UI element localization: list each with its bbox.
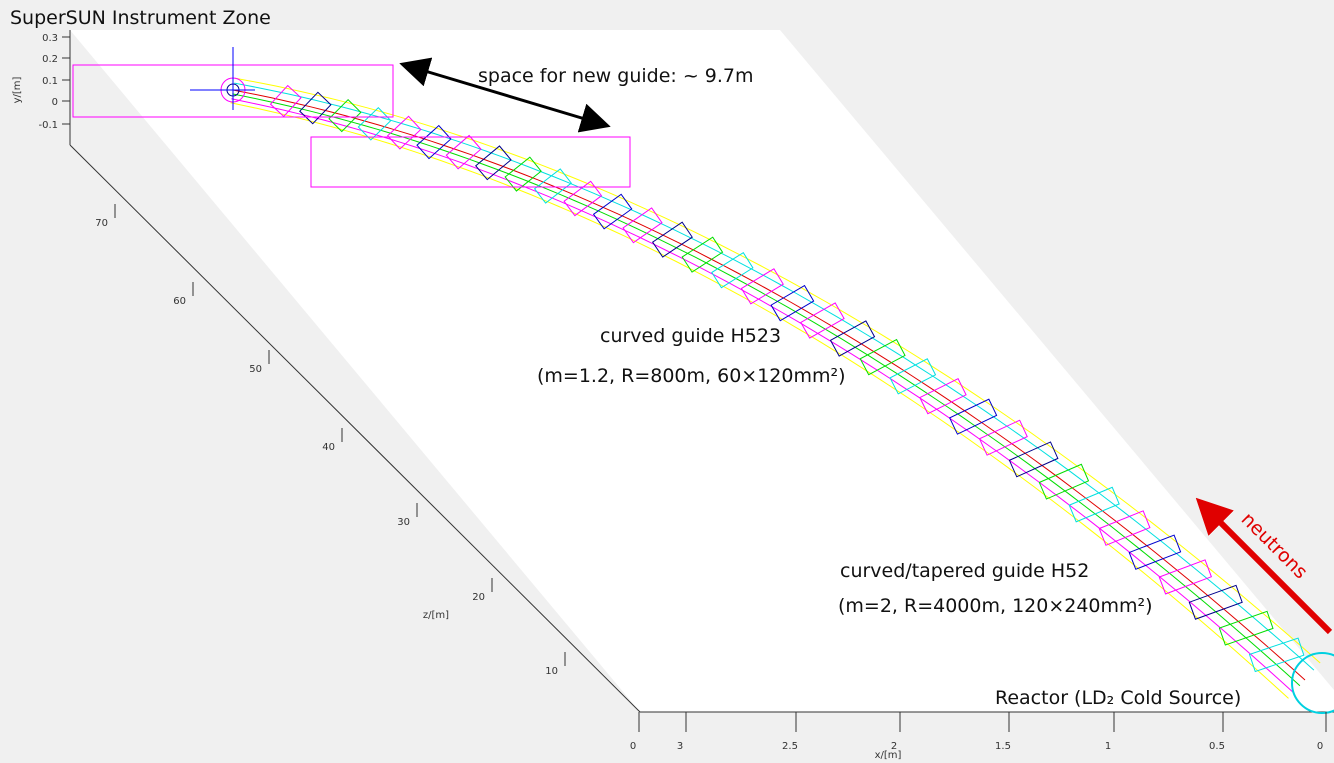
tick-label: 1 xyxy=(1105,741,1111,752)
tick-label: 0 xyxy=(52,97,58,108)
tick-label: 20 xyxy=(472,592,485,603)
annotation: (m=2, R=4000m, 120×240mm²) xyxy=(838,595,1153,617)
tick-label: 0.3 xyxy=(42,33,58,44)
tick-label: 0.5 xyxy=(1209,741,1225,752)
tick-label: 50 xyxy=(249,364,262,375)
axis-label: y/[m] xyxy=(12,76,23,103)
annotation: (m=1.2, R=800m, 60×120mm²) xyxy=(537,365,846,387)
tick-label: 2.5 xyxy=(782,741,798,752)
tick-label: 70 xyxy=(95,218,108,229)
tick-label: 30 xyxy=(397,517,410,528)
tick-label: 3 xyxy=(677,741,683,752)
annotation: Reactor (LD₂ Cold Source) xyxy=(995,687,1241,709)
axis-label: z/[m] xyxy=(423,610,449,621)
annotation: curved/tapered guide H52 xyxy=(840,560,1089,582)
title: SuperSUN Instrument Zone xyxy=(10,7,271,29)
annotation: space for new guide: ~ 9.7m xyxy=(478,65,754,87)
tick-label: 0 xyxy=(1317,741,1323,752)
annotation: curved guide H523 xyxy=(600,325,781,347)
tick-label: 0.2 xyxy=(42,54,58,65)
figure: SuperSUN Instrument Zone space for new g… xyxy=(0,0,1334,763)
tick-label: 40 xyxy=(322,442,335,453)
tick-label: -0.1 xyxy=(38,120,58,131)
tick-label: 2 xyxy=(891,741,897,752)
tick-label: 1.5 xyxy=(995,741,1011,752)
tick-label: 0 xyxy=(630,741,636,752)
axis-label: x/[m] xyxy=(875,750,902,761)
tick-label: 10 xyxy=(545,666,558,677)
tick-label: 0.1 xyxy=(42,76,58,87)
tick-label: 60 xyxy=(173,296,186,307)
